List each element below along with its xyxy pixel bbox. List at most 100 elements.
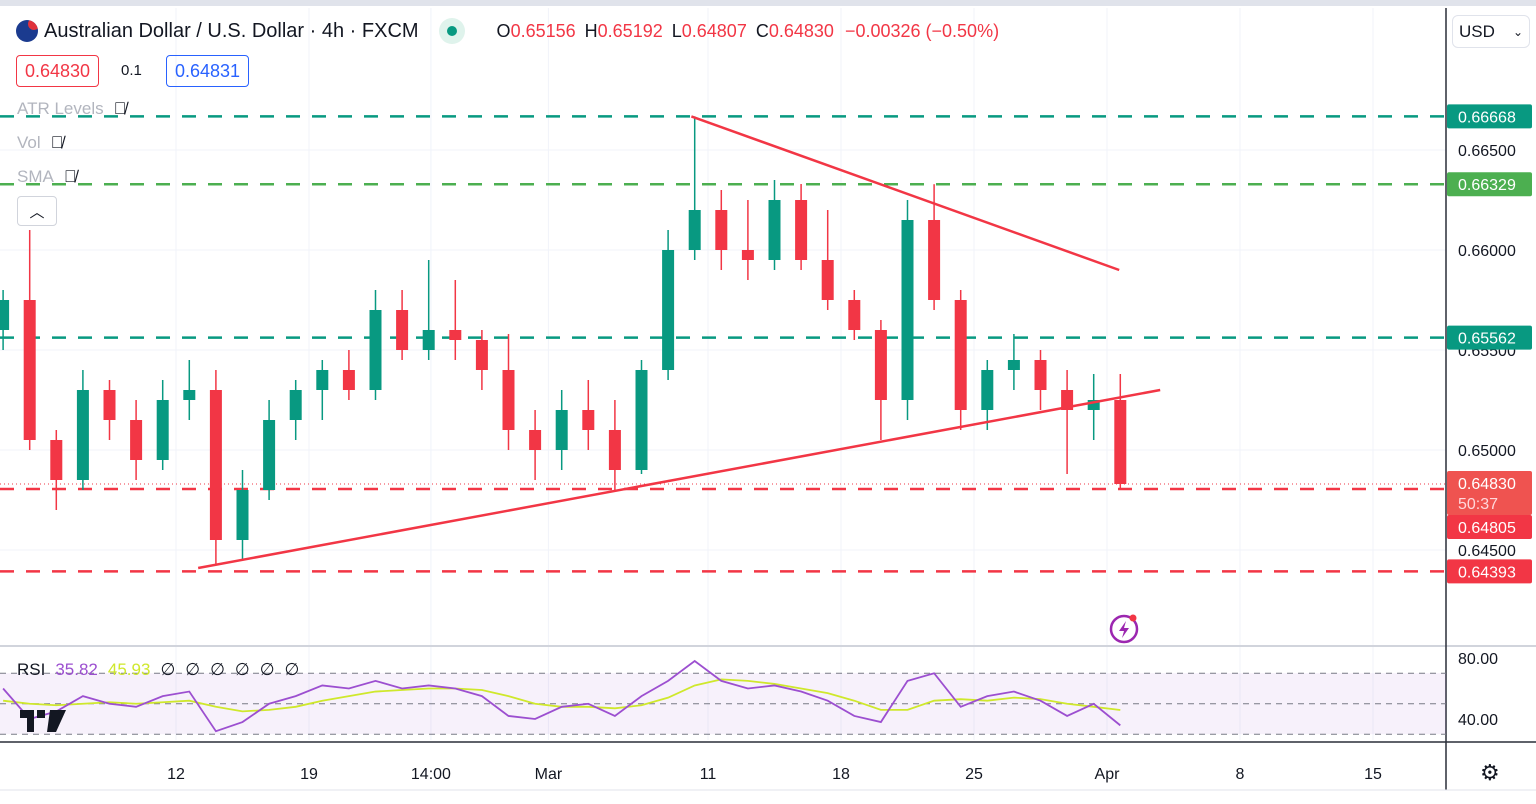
candle-body bbox=[529, 430, 542, 450]
indicator-atr-levels[interactable]: ATR Levels 👁̸ bbox=[17, 99, 127, 118]
candle bbox=[662, 230, 675, 380]
candle-body bbox=[263, 420, 276, 490]
candle-body bbox=[768, 200, 781, 260]
candle-body bbox=[1087, 400, 1100, 410]
candle-body bbox=[156, 400, 169, 460]
candle bbox=[1034, 350, 1047, 410]
collapse-legend-button[interactable]: ︿ bbox=[17, 196, 57, 226]
price-level-label-text: 0.64805 bbox=[1458, 520, 1516, 537]
candle bbox=[422, 260, 435, 360]
candle-body bbox=[901, 220, 914, 400]
price-level-label: 0.65562 bbox=[1447, 325, 1532, 350]
indicator-vol[interactable]: Vol 👁̸ bbox=[17, 133, 64, 152]
price-tick-label: 0.66500 bbox=[1458, 143, 1516, 160]
candle-body bbox=[874, 330, 887, 400]
price-level-label: 0.64393 bbox=[1447, 559, 1532, 584]
candle bbox=[901, 200, 914, 420]
candle-body bbox=[130, 420, 143, 460]
buy-button[interactable]: 0.64831 bbox=[166, 55, 250, 87]
candle-body bbox=[289, 390, 302, 420]
time-tick-label: 14:00 bbox=[411, 766, 451, 783]
time-tick-label: 15 bbox=[1364, 766, 1382, 783]
candle-body bbox=[1114, 400, 1127, 484]
candle bbox=[23, 230, 36, 450]
rsi-band bbox=[0, 673, 1446, 735]
candle-body bbox=[662, 250, 675, 370]
candle-body bbox=[688, 210, 701, 250]
rsi-tick-label: 40.00 bbox=[1458, 712, 1498, 729]
time-tick-label: 25 bbox=[965, 766, 983, 783]
time-tick-label: 12 bbox=[167, 766, 185, 783]
eye-slash-icon[interactable]: 👁̸ bbox=[50, 133, 64, 152]
price-level-label-bg bbox=[1447, 325, 1532, 350]
candle bbox=[981, 360, 994, 430]
candle bbox=[103, 380, 116, 440]
candle bbox=[0, 290, 10, 350]
candle bbox=[1061, 370, 1074, 474]
candle-body bbox=[1061, 390, 1074, 410]
sell-button[interactable]: 0.64830 bbox=[16, 55, 100, 87]
rsi-tick-label: 80.00 bbox=[1458, 651, 1498, 668]
indicator-sma[interactable]: SMA 👁̸ bbox=[17, 167, 77, 186]
candle bbox=[449, 280, 462, 360]
candle-body bbox=[954, 300, 967, 410]
candle bbox=[848, 290, 861, 340]
candle bbox=[874, 320, 887, 440]
candle bbox=[316, 360, 329, 420]
candle bbox=[768, 180, 781, 270]
trendline bbox=[690, 115, 1120, 272]
candle-body bbox=[1034, 360, 1047, 390]
candle bbox=[928, 184, 941, 310]
time-tick-label: 11 bbox=[700, 766, 717, 783]
candle bbox=[715, 190, 728, 270]
candle-body bbox=[23, 300, 36, 440]
aud-usd-flag-icon bbox=[16, 20, 38, 42]
candle bbox=[688, 116, 701, 260]
time-tick-label: Apr bbox=[1095, 766, 1121, 783]
candle-body bbox=[236, 490, 249, 540]
price-level-label-bg bbox=[1447, 172, 1532, 197]
candle-body bbox=[209, 390, 222, 540]
currency-select[interactable]: USD ⌄ bbox=[1452, 15, 1530, 48]
price-level-label-text: 0.64393 bbox=[1458, 564, 1516, 581]
price-change: −0.00326 (−0.50%) bbox=[844, 20, 1000, 41]
price-level-label-bg bbox=[1447, 515, 1532, 539]
symbol-title[interactable]: Australian Dollar / U.S. Dollar · 4h · F… bbox=[44, 19, 419, 42]
lightning-alert-icon[interactable] bbox=[1108, 613, 1140, 645]
candle bbox=[209, 370, 222, 564]
candle-body bbox=[316, 370, 329, 390]
candle bbox=[396, 290, 409, 360]
spread-value: 0.1 bbox=[121, 62, 142, 79]
candle-body bbox=[608, 430, 621, 470]
eye-slash-icon[interactable]: 👁̸ bbox=[113, 99, 127, 118]
candle bbox=[263, 400, 276, 500]
candle-body bbox=[795, 200, 808, 260]
candle-body bbox=[0, 300, 10, 330]
price-tick-label: 0.64500 bbox=[1458, 543, 1516, 560]
candle-body bbox=[103, 390, 116, 420]
candle-body bbox=[50, 440, 63, 480]
ohlc-values: O0.65156 H0.65192 L0.64807 C0.64830 −0.0… bbox=[496, 20, 1000, 41]
candle-body bbox=[981, 370, 994, 410]
rsi-legend: RSI 35.82 45.93 ∅ ∅ ∅ ∅ ∅ ∅ bbox=[17, 660, 300, 679]
eye-slash-icon[interactable]: 👁̸ bbox=[63, 167, 77, 186]
last-price-label-text: 0.64830 bbox=[1458, 476, 1516, 493]
last-price-label-bg bbox=[1447, 471, 1532, 515]
candle-body bbox=[396, 310, 409, 350]
candle-body bbox=[635, 370, 648, 470]
candle bbox=[635, 360, 648, 474]
market-open-status-icon[interactable] bbox=[438, 18, 465, 44]
trendline bbox=[197, 388, 1161, 570]
candle bbox=[795, 184, 808, 270]
tradingview-logo[interactable] bbox=[20, 710, 66, 732]
price-level-label-bg bbox=[1447, 559, 1532, 584]
settings-gear-icon[interactable]: ⚙ bbox=[1480, 760, 1500, 785]
candle-body bbox=[741, 250, 754, 260]
candle-body bbox=[821, 260, 834, 300]
candle bbox=[1114, 374, 1127, 489]
candle bbox=[50, 430, 63, 510]
price-level-label-bg bbox=[1447, 104, 1532, 129]
candle bbox=[289, 380, 302, 440]
price-tick-label: 0.65000 bbox=[1458, 443, 1516, 460]
